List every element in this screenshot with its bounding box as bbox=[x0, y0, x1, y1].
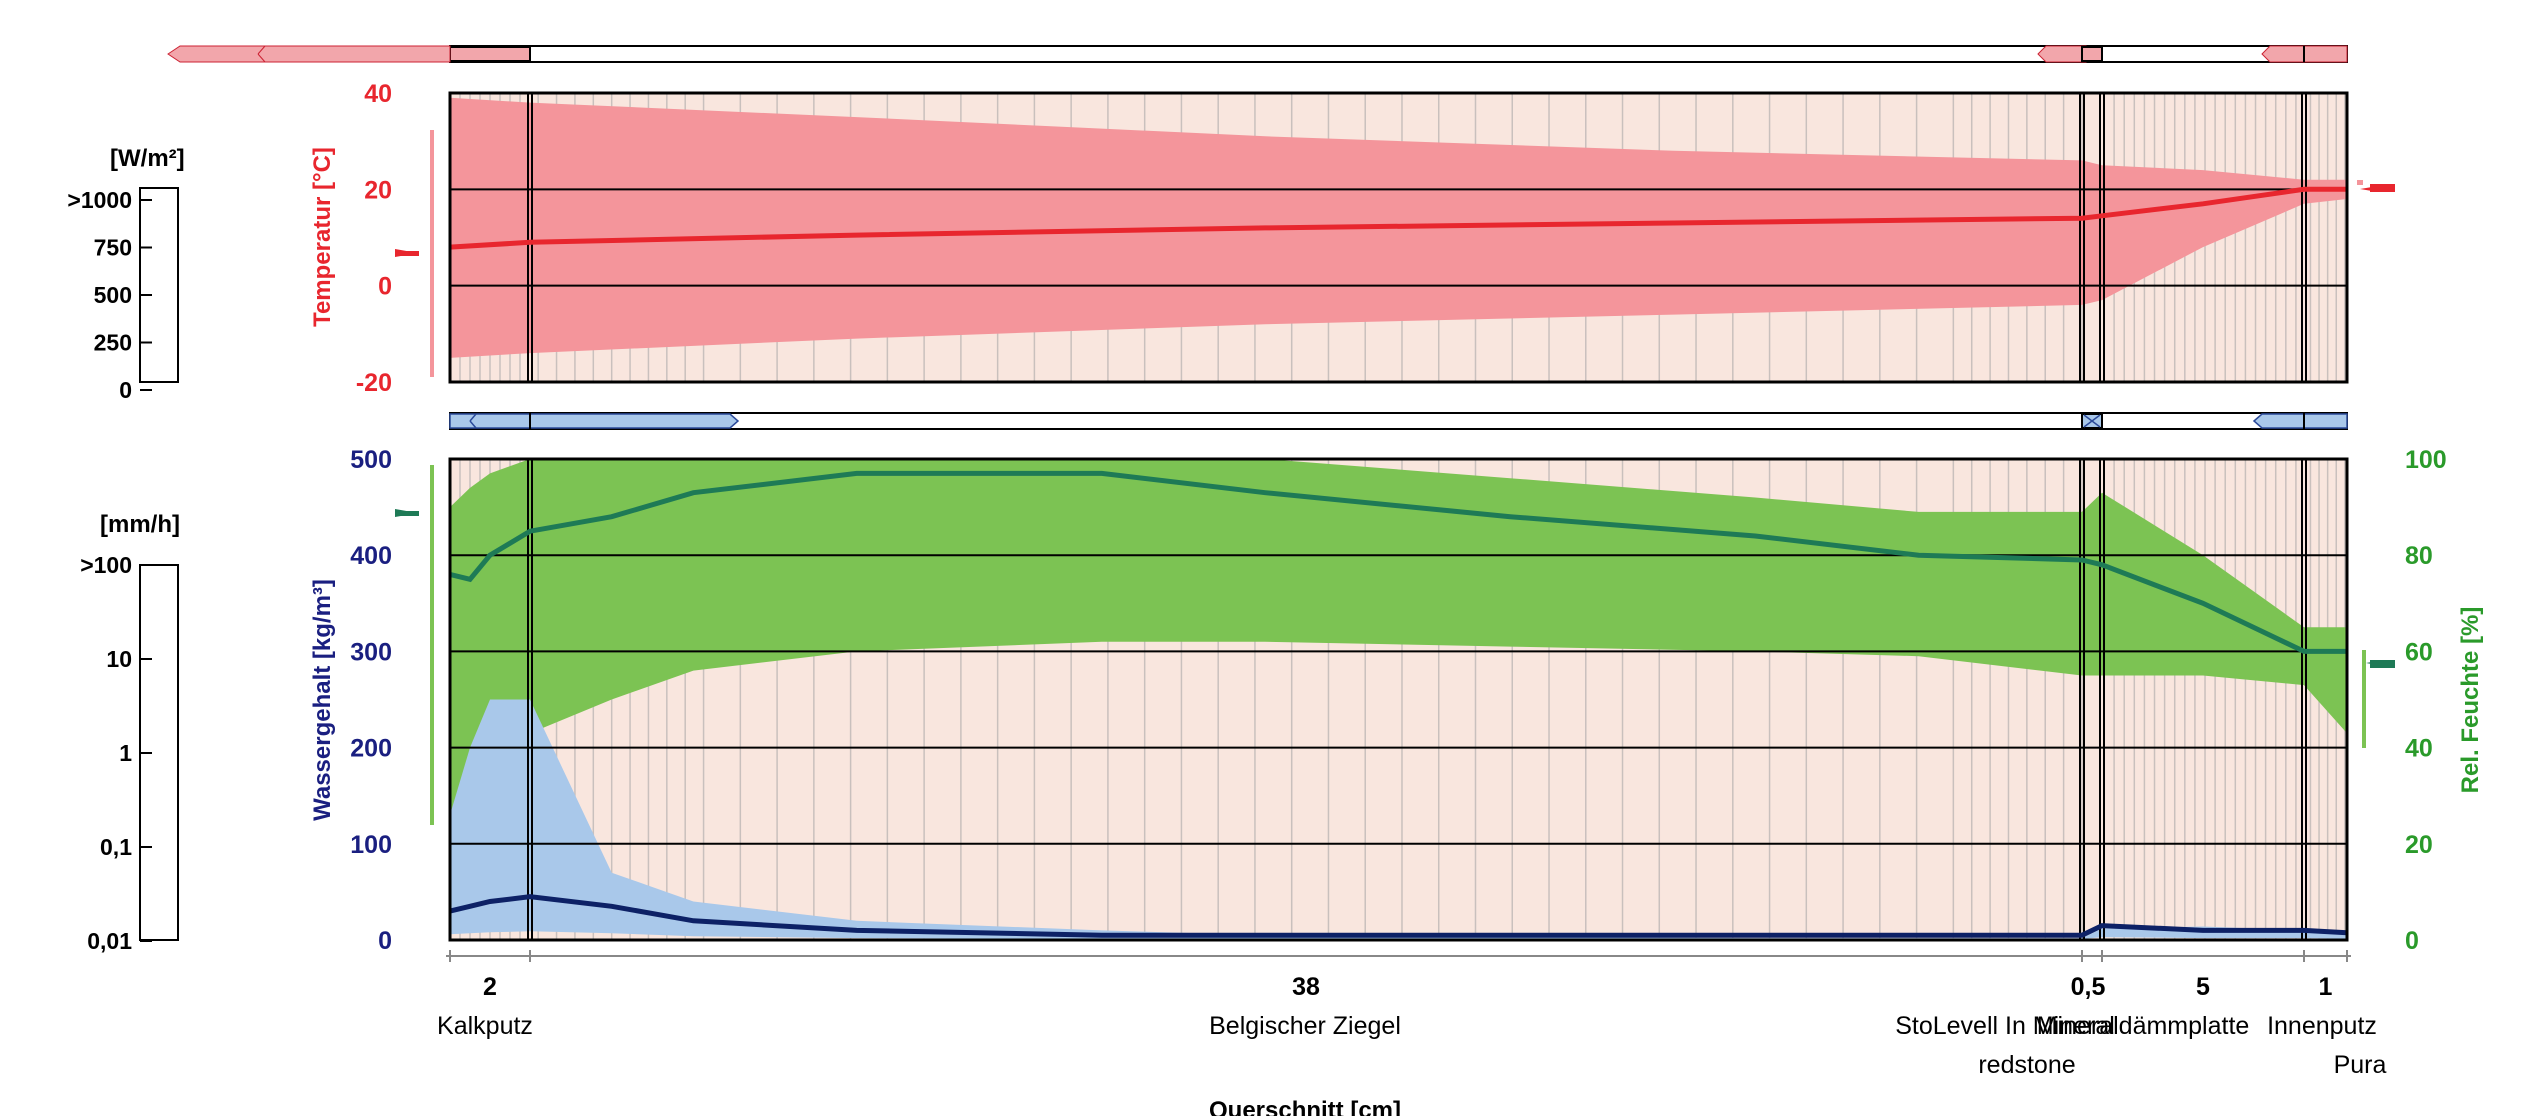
exterior-temperature-marker-bar bbox=[395, 251, 419, 256]
heat-flux-tick-label: 250 bbox=[94, 330, 132, 356]
heat-flux-tick-label: 500 bbox=[94, 282, 132, 308]
layer-name-label: Innenputz bbox=[2267, 1012, 2377, 1040]
cross-section-axis: 2 Kalkputz 38 Belgischer Ziegel 0,5 StoLevell… bbox=[437, 950, 2386, 1079]
temperature-tick-label: -20 bbox=[356, 369, 392, 397]
relative-humidity-tick-label: 20 bbox=[2405, 831, 2433, 859]
layer-name-label: Kalkputz bbox=[437, 1012, 533, 1040]
temperature-series-line bbox=[449, 186, 2347, 250]
water-content-tick-label: 0 bbox=[378, 927, 392, 955]
relative-humidity-y-ticks: 100 80 60 40 20 0 bbox=[2405, 446, 2447, 955]
layer-name-label-line2: Pura bbox=[2334, 1051, 2387, 1079]
rain-tick-label: 1 bbox=[119, 740, 132, 766]
rain-unit: [mm/h] bbox=[100, 511, 180, 538]
layer-thickness-label: 2 bbox=[483, 973, 497, 1001]
temperature-y-ticks: 40 20 0 -20 bbox=[356, 80, 392, 397]
layer-name-label: Mineraldämmplatte bbox=[2037, 1012, 2250, 1040]
water-content-tick-label: 200 bbox=[350, 735, 392, 763]
moisture-flux-arrow-right bbox=[2252, 413, 2348, 429]
water-content-tick-label: 400 bbox=[350, 542, 392, 570]
interior-temperature-marker bbox=[2370, 184, 2395, 192]
relative-humidity-tick-label: 80 bbox=[2405, 542, 2433, 570]
rh-right-scale-bar bbox=[2362, 650, 2366, 748]
relative-humidity-tick-label: 0 bbox=[2405, 927, 2419, 955]
heat-flux-scale-box bbox=[139, 187, 179, 383]
temperature-tick-label: 40 bbox=[364, 80, 392, 108]
layer-name-label-line2: redstone bbox=[1978, 1051, 2075, 1079]
heat-flux-segment-plaster bbox=[449, 46, 531, 62]
layer-thickness-label: 38 bbox=[1292, 973, 1320, 1001]
water-content-range-band bbox=[450, 699, 2347, 939]
temperature-y-axis-label: Temperatur [°C] bbox=[309, 147, 336, 327]
temperature-tick-label: 20 bbox=[364, 176, 392, 204]
moisture-layer-boundaries bbox=[527, 459, 2307, 940]
temperature-plot-frame bbox=[448, 91, 2349, 384]
rain-tick-label: >100 bbox=[80, 552, 132, 578]
heat-flux-scale: [W/m²] >1000 750 500 250 0 bbox=[67, 145, 184, 403]
temperature-left-scale-bar bbox=[430, 130, 434, 377]
layer-thickness-label: 1 bbox=[2319, 973, 2333, 1001]
layer-name-label: Belgischer Ziegel bbox=[1209, 1012, 1401, 1040]
moisture-horizontal-grid bbox=[450, 554, 2347, 845]
heat-flux-unit: [W/m²] bbox=[110, 145, 185, 172]
temperature-horizontal-grid bbox=[450, 188, 2347, 287]
relative-humidity-tick-label: 100 bbox=[2405, 446, 2447, 474]
heat-flux-bar bbox=[167, 45, 2348, 63]
temperature-plot: 40 20 0 -20 Temperatur [°C] bbox=[309, 80, 2395, 397]
layer-thickness-label: 0,5 bbox=[2071, 973, 2106, 1001]
rh-left-scale-bar bbox=[430, 465, 434, 825]
interior-temperature-marker-dot bbox=[2357, 180, 2363, 185]
moisture-plot-frame bbox=[448, 457, 2349, 942]
layer-name-label: StoLevell In Mineral bbox=[1895, 1012, 2115, 1040]
relative-humidity-y-axis-label: Rel. Feuchte [%] bbox=[2457, 607, 2484, 794]
exterior-rh-marker-bar bbox=[395, 511, 419, 516]
rain-tick-label: 10 bbox=[106, 646, 132, 672]
water-content-tick-label: 500 bbox=[350, 446, 392, 474]
water-content-series-line bbox=[449, 894, 2348, 938]
interior-rh-marker bbox=[2370, 660, 2395, 668]
heat-flux-arrow-left bbox=[167, 45, 451, 63]
water-content-y-ticks: 500 400 300 200 100 0 bbox=[350, 446, 392, 955]
temperature-tick-label: 0 bbox=[378, 273, 392, 301]
relative-humidity-tick-label: 40 bbox=[2405, 735, 2433, 763]
rain-tick-label: 0,1 bbox=[100, 834, 132, 860]
rain-scale: [mm/h] >100 10 1 0,1 0,01 bbox=[80, 511, 180, 954]
water-content-tick-label: 100 bbox=[350, 831, 392, 859]
layer-thickness-label: 5 bbox=[2196, 973, 2210, 1001]
moisture-flux-bar bbox=[449, 412, 2348, 430]
water-content-tick-label: 300 bbox=[350, 638, 392, 666]
heat-flux-arrow-middle bbox=[2037, 45, 2087, 63]
relative-humidity-tick-label: 60 bbox=[2405, 638, 2433, 666]
heat-flux-tick-label: 0 bbox=[119, 377, 132, 403]
relative-humidity-series-line bbox=[449, 470, 2347, 654]
water-content-y-axis-label: Wassergehalt [kg/m³] bbox=[309, 579, 336, 821]
heat-flux-tick-label: >1000 bbox=[67, 187, 132, 213]
moisture-flux-arrow-left bbox=[449, 413, 740, 429]
x-axis-label: Querschnitt [cm] bbox=[1209, 1097, 1401, 1116]
heat-flux-tick-label: 750 bbox=[94, 235, 132, 261]
rain-tick-label: 0,01 bbox=[87, 928, 132, 954]
temperature-layer-boundaries bbox=[527, 93, 2307, 382]
heat-flux-segment-levell bbox=[2081, 46, 2103, 62]
